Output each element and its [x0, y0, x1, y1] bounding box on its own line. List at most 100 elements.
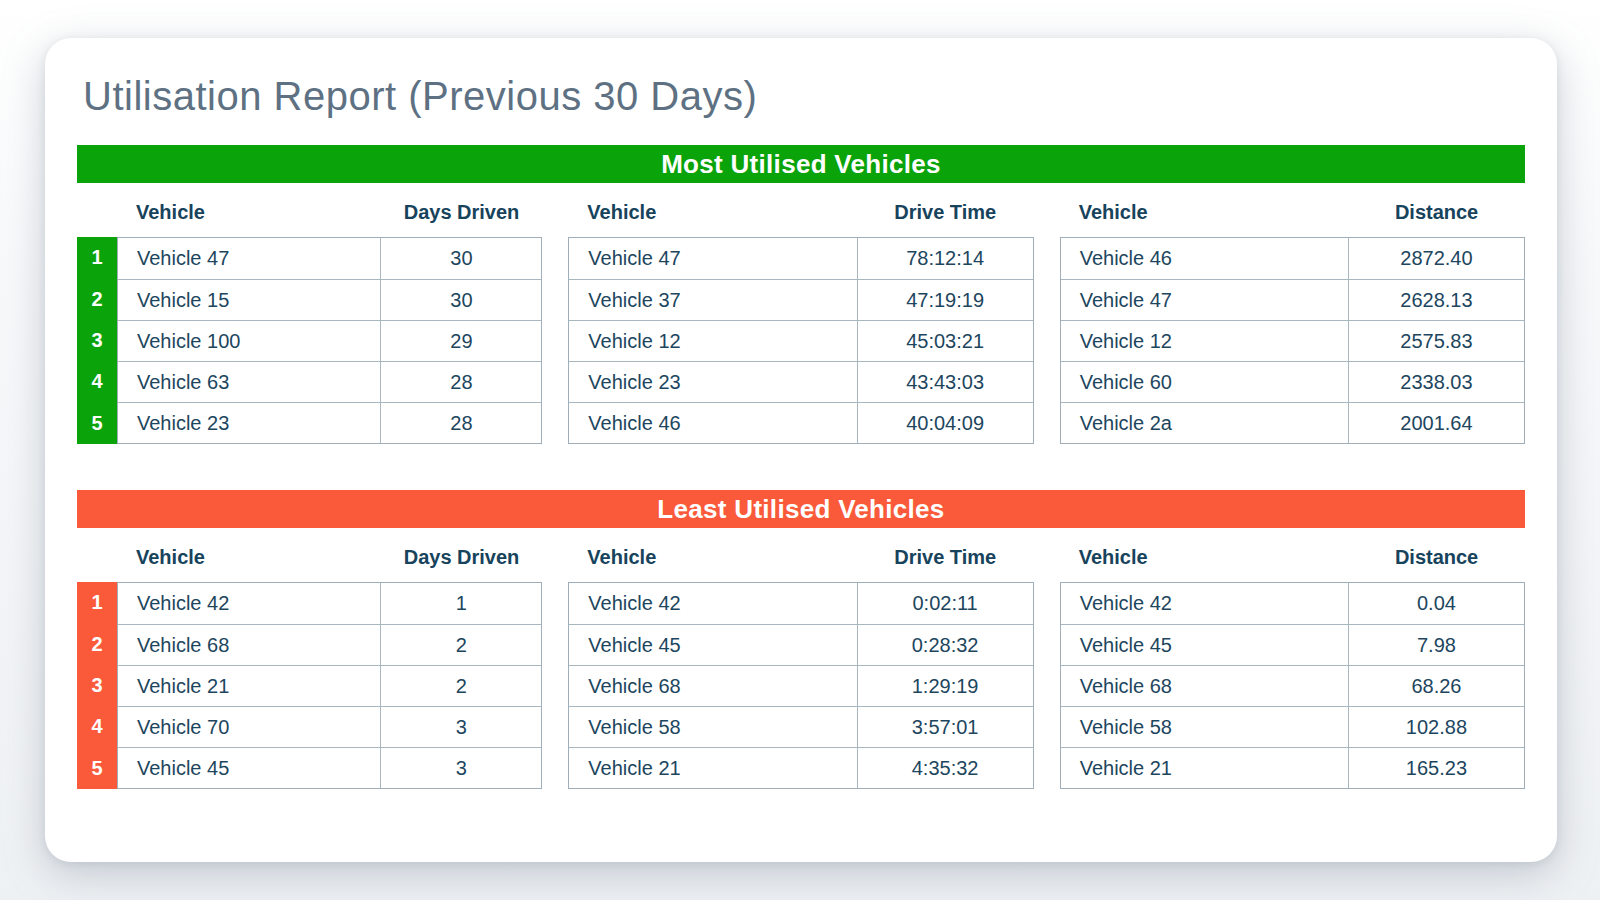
vehicle-cell: Vehicle 21: [1061, 748, 1348, 788]
value-cell: 0.04: [1348, 583, 1524, 624]
least-utilised-tables: Vehicle Days Driven 1 2 3 4 5 Vehicle 42: [77, 532, 1525, 789]
rank-number: 4: [77, 706, 117, 747]
least-days-driven-table: Vehicle Days Driven 1 2 3 4 5 Vehicle 42: [77, 532, 542, 789]
most-distance-table: Vehicle Distance Vehicle 46 2872.40 Vehi…: [1060, 187, 1525, 444]
table-row: Vehicle 70 3: [118, 706, 541, 747]
value-cell: 4:35:32: [857, 748, 1033, 788]
table-row: Vehicle 100 29: [118, 320, 541, 361]
least-distance-table: Vehicle Distance Vehicle 42 0.04 Vehicle…: [1060, 532, 1525, 789]
least-drive-time-table: Vehicle Drive Time Vehicle 42 0:02:11 Ve…: [568, 532, 1033, 789]
vehicle-cell: Vehicle 47: [1061, 280, 1348, 320]
value-cell: 40:04:09: [857, 403, 1033, 443]
value-cell: 0:02:11: [857, 583, 1033, 624]
data-table: Vehicle 46 2872.40 Vehicle 47 2628.13 Ve…: [1060, 237, 1525, 444]
table-row: Vehicle 42 0.04: [1061, 583, 1524, 624]
vehicle-cell: Vehicle 100: [118, 321, 380, 361]
table-row: Vehicle 37 47:19:19: [569, 279, 1032, 320]
vehicle-cell: Vehicle 23: [118, 403, 380, 443]
vehicle-cell: Vehicle 47: [118, 238, 380, 279]
rank-number: 2: [77, 278, 117, 319]
column-header-vehicle: Vehicle: [1060, 546, 1349, 569]
column-header-distance: Distance: [1348, 201, 1525, 224]
vehicle-cell: Vehicle 68: [118, 625, 380, 665]
vehicle-cell: Vehicle 23: [569, 362, 856, 402]
table-body: Vehicle 42 0.04 Vehicle 45 7.98 Vehicle …: [1060, 582, 1525, 789]
table-row: Vehicle 63 28: [118, 361, 541, 402]
table-row: Vehicle 23 43:43:03: [569, 361, 1032, 402]
vehicle-cell: Vehicle 47: [569, 238, 856, 279]
table-row: Vehicle 12 45:03:21: [569, 320, 1032, 361]
table-body: Vehicle 42 0:02:11 Vehicle 45 0:28:32 Ve…: [568, 582, 1033, 789]
vehicle-cell: Vehicle 2a: [1061, 403, 1348, 443]
table-row: Vehicle 2a 2001.64: [1061, 402, 1524, 443]
rank-number: 3: [77, 320, 117, 361]
vehicle-cell: Vehicle 42: [118, 583, 380, 624]
vehicle-cell: Vehicle 45: [118, 748, 380, 788]
value-cell: 2872.40: [1348, 238, 1524, 279]
table-body: Vehicle 47 78:12:14 Vehicle 37 47:19:19 …: [568, 237, 1033, 444]
table-body: 1 2 3 4 5 Vehicle 47 30 Vehicle 15: [77, 237, 542, 444]
value-cell: 78:12:14: [857, 238, 1033, 279]
data-table: Vehicle 42 1 Vehicle 68 2 Vehicle 21 2: [117, 582, 542, 789]
table-row: Vehicle 47 30: [118, 238, 541, 279]
value-cell: 2628.13: [1348, 280, 1524, 320]
table-header-row: Vehicle Days Driven: [117, 187, 542, 237]
value-cell: 47:19:19: [857, 280, 1033, 320]
table-header-row: Vehicle Drive Time: [568, 532, 1033, 582]
table-body: Vehicle 46 2872.40 Vehicle 47 2628.13 Ve…: [1060, 237, 1525, 444]
column-header-drive-time: Drive Time: [857, 201, 1034, 224]
table-row: Vehicle 42 0:02:11: [569, 583, 1032, 624]
table-row: Vehicle 12 2575.83: [1061, 320, 1524, 361]
rank-strip: 1 2 3 4 5: [77, 237, 117, 444]
value-cell: 30: [380, 238, 541, 279]
rank-strip: 1 2 3 4 5: [77, 582, 117, 789]
value-cell: 1: [380, 583, 541, 624]
table-row: Vehicle 21 2: [118, 665, 541, 706]
vehicle-cell: Vehicle 37: [569, 280, 856, 320]
value-cell: 0:28:32: [857, 625, 1033, 665]
value-cell: 2338.03: [1348, 362, 1524, 402]
value-cell: 3: [380, 748, 541, 788]
column-header-vehicle: Vehicle: [568, 546, 857, 569]
most-utilised-banner: Most Utilised Vehicles: [77, 145, 1525, 183]
table-row: Vehicle 68 68.26: [1061, 665, 1524, 706]
value-cell: 2: [380, 625, 541, 665]
most-drive-time-table: Vehicle Drive Time Vehicle 47 78:12:14 V…: [568, 187, 1033, 444]
column-header-vehicle: Vehicle: [568, 201, 857, 224]
vehicle-cell: Vehicle 68: [1061, 666, 1348, 706]
data-table: Vehicle 47 30 Vehicle 15 30 Vehicle 100 …: [117, 237, 542, 444]
value-cell: 7.98: [1348, 625, 1524, 665]
value-cell: 165.23: [1348, 748, 1524, 788]
vehicle-cell: Vehicle 70: [118, 707, 380, 747]
table-row: Vehicle 42 1: [118, 583, 541, 624]
most-utilised-banner-label: Most Utilised Vehicles: [661, 149, 941, 180]
table-row: Vehicle 68 1:29:19: [569, 665, 1032, 706]
page-title: Utilisation Report (Previous 30 Days): [83, 74, 1525, 119]
data-table: Vehicle 42 0:02:11 Vehicle 45 0:28:32 Ve…: [568, 582, 1033, 789]
value-cell: 1:29:19: [857, 666, 1033, 706]
table-header-row: Vehicle Distance: [1060, 532, 1525, 582]
table-row: Vehicle 68 2: [118, 624, 541, 665]
rank-number: 1: [77, 237, 117, 278]
value-cell: 43:43:03: [857, 362, 1033, 402]
vehicle-cell: Vehicle 68: [569, 666, 856, 706]
table-row: Vehicle 21 4:35:32: [569, 747, 1032, 788]
table-row: Vehicle 45 7.98: [1061, 624, 1524, 665]
rank-number: 5: [77, 403, 117, 444]
table-header-row: Vehicle Distance: [1060, 187, 1525, 237]
value-cell: 102.88: [1348, 707, 1524, 747]
vehicle-cell: Vehicle 45: [569, 625, 856, 665]
table-row: Vehicle 46 2872.40: [1061, 238, 1524, 279]
value-cell: 28: [380, 362, 541, 402]
rank-number: 5: [77, 748, 117, 789]
vehicle-cell: Vehicle 15: [118, 280, 380, 320]
vehicle-cell: Vehicle 21: [118, 666, 380, 706]
column-header-days-driven: Days Driven: [381, 546, 543, 569]
report-card: Utilisation Report (Previous 30 Days) Mo…: [45, 38, 1557, 862]
table-row: Vehicle 47 2628.13: [1061, 279, 1524, 320]
table-row: Vehicle 15 30: [118, 279, 541, 320]
column-header-vehicle: Vehicle: [117, 546, 381, 569]
rank-number: 3: [77, 665, 117, 706]
vehicle-cell: Vehicle 12: [569, 321, 856, 361]
vehicle-cell: Vehicle 58: [569, 707, 856, 747]
